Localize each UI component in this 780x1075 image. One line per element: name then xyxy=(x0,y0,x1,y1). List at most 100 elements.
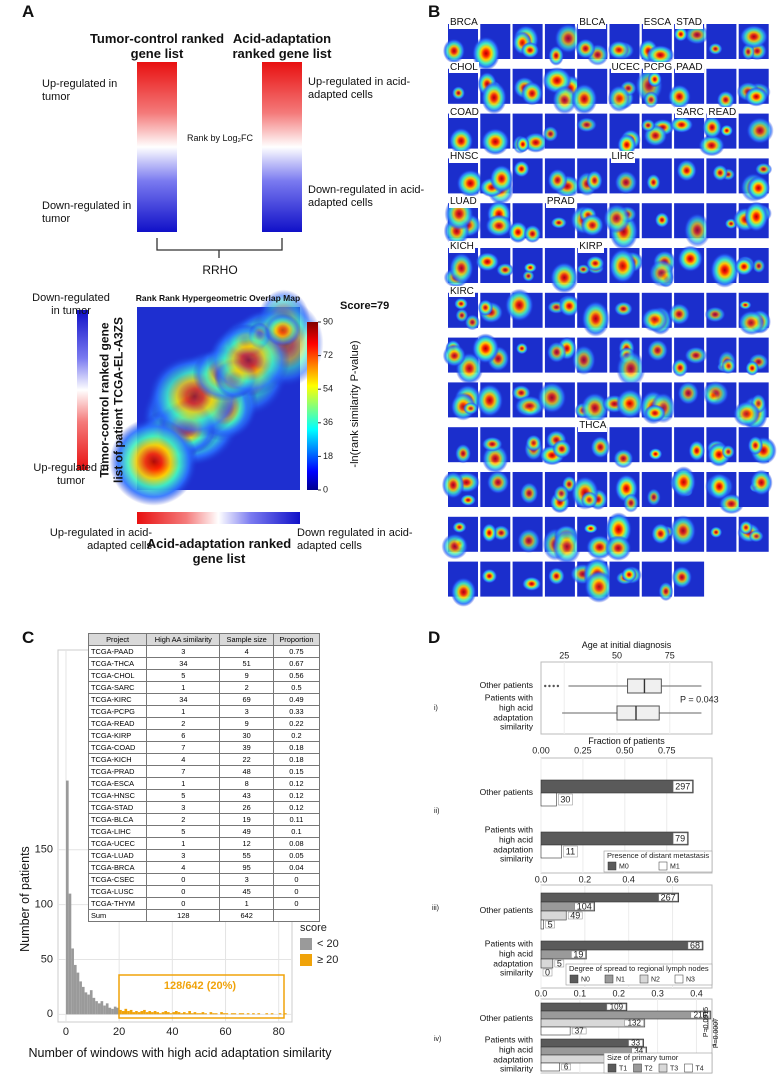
histogram-bar xyxy=(167,1012,170,1015)
heatmap-tile xyxy=(641,248,677,288)
tile-blob xyxy=(523,132,549,153)
cancer-tag: COAD xyxy=(449,106,480,119)
bar xyxy=(540,940,704,951)
heatmap-tile xyxy=(571,472,608,511)
heatmap-tile xyxy=(577,292,610,337)
tile-blob xyxy=(613,301,633,317)
histogram-bar xyxy=(161,1012,165,1015)
heatmap-tile xyxy=(544,158,581,198)
count-label: 79 xyxy=(675,833,685,843)
table-header: Sample size xyxy=(219,633,274,646)
tile-blob xyxy=(449,252,474,285)
heatmap-tile xyxy=(603,203,640,251)
tile-blob xyxy=(525,434,542,452)
heatmap-tile xyxy=(512,561,543,597)
colorbar-tick-label: 36 xyxy=(323,417,333,427)
heatmap-tile xyxy=(671,337,708,378)
tile-blob xyxy=(477,299,494,316)
cancer-tag: LUAD xyxy=(449,196,478,208)
row-label: iv) xyxy=(434,1036,442,1043)
heatmap-tile xyxy=(569,557,614,603)
count-label: 104 xyxy=(577,901,592,911)
tile-blob xyxy=(571,83,598,115)
table-cell: 9 xyxy=(219,717,274,730)
table-cell: 0.18 xyxy=(272,753,321,766)
tile-blob xyxy=(481,81,507,115)
tile-blob xyxy=(746,175,771,201)
histogram-bar xyxy=(177,1012,181,1015)
legend-label: N1 xyxy=(616,976,625,983)
tile-blob xyxy=(455,443,472,464)
histogram-bar xyxy=(103,1005,106,1015)
gradient-bar xyxy=(262,62,302,232)
heatmap-tile xyxy=(475,248,515,283)
heatmap-tile xyxy=(706,158,737,194)
bar xyxy=(540,958,554,969)
tile-blob xyxy=(673,26,688,42)
legend-label: M0 xyxy=(619,863,629,870)
group-label: Patients with high acid adaptation simil… xyxy=(484,1034,533,1074)
tile-blob xyxy=(647,71,662,88)
table-cell: 7 xyxy=(146,741,221,754)
significance-bracket xyxy=(704,1015,717,1046)
table-cell: TCGA-COAD xyxy=(87,741,148,754)
tile-blob xyxy=(621,567,637,583)
count-label: 6 xyxy=(564,1063,569,1072)
heatmap-tile xyxy=(441,516,478,560)
tile-blob xyxy=(580,392,609,424)
bar xyxy=(540,1010,712,1020)
tile-blob xyxy=(718,493,745,515)
table-cell: 0.15 xyxy=(272,765,321,778)
heatmap-tile xyxy=(733,382,769,431)
heatmap-tile xyxy=(512,337,543,373)
y-gradient-bar xyxy=(77,310,88,470)
panel-label: B xyxy=(428,2,441,21)
list-end-label: Up-regulated in acid-adapted cells xyxy=(308,76,411,101)
tile-blob xyxy=(522,270,535,282)
tile-blob xyxy=(648,259,675,288)
legend-swatch xyxy=(674,974,684,984)
table-row: TCGA-LIHC 5 49 0.1 xyxy=(87,825,321,838)
heatmap-tile xyxy=(512,516,543,554)
count-label-box xyxy=(567,911,583,920)
tile-blob xyxy=(644,404,666,422)
cancer-tag: STAD xyxy=(675,17,704,29)
count-label: 33 xyxy=(631,1039,640,1048)
count-label: 109 xyxy=(610,1003,624,1012)
tile-blob xyxy=(489,164,514,193)
bar xyxy=(540,1026,571,1036)
cancer-tag: KIRP xyxy=(578,241,604,253)
tile-blob xyxy=(737,310,765,336)
table-row: TCGA-SARC 1 2 0.5 xyxy=(87,681,321,694)
histogram-bar xyxy=(121,1011,125,1015)
tile-blob xyxy=(739,520,753,535)
histogram-bar xyxy=(84,992,88,1015)
cancer-tag: BLCA xyxy=(578,17,607,29)
tile-blob xyxy=(481,523,497,543)
heatmap-blob xyxy=(109,417,198,506)
table-row: TCGA-BRCA 4 95 0.04 xyxy=(87,861,321,874)
tile-blob xyxy=(708,473,731,500)
tile-blob xyxy=(552,85,578,115)
count-label-box xyxy=(563,845,578,858)
histogram-bar xyxy=(159,1013,162,1015)
table-row: TCGA-LUSC 0 45 0 xyxy=(87,885,321,898)
tile-blob xyxy=(607,40,630,60)
heatmap-tile xyxy=(737,292,771,336)
heatmap-tile xyxy=(443,248,478,288)
table-row: TCGA-BLCA 2 19 0.11 xyxy=(87,813,321,826)
table-cell: 1 xyxy=(146,705,221,718)
heatmap-tile xyxy=(542,516,582,565)
table-row: TCGA-ESCA 1 8 0.12 xyxy=(87,777,321,790)
tile-blob xyxy=(552,439,572,459)
count-label-box xyxy=(561,1063,571,1071)
tile-blob xyxy=(475,383,504,418)
panel-label: C xyxy=(22,628,35,647)
cancer-tag: PCPG xyxy=(642,61,674,74)
histogram-bar xyxy=(116,1007,120,1015)
heatmap-tile xyxy=(609,292,640,328)
x-tick-label: 0.25 xyxy=(574,745,592,755)
heatmap-tile xyxy=(512,24,543,59)
table-cell: TCGA-PAAD xyxy=(87,645,148,658)
group-label: Patients with high acid adaptation simil… xyxy=(484,692,533,732)
